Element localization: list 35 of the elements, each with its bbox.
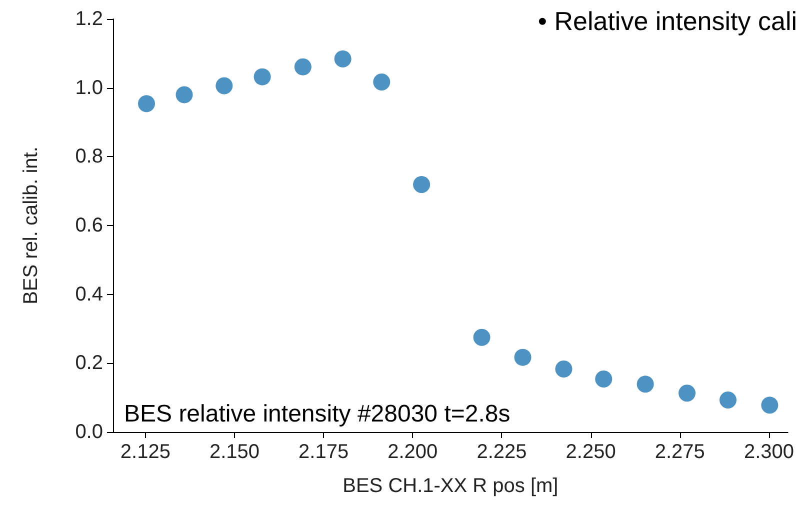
x-tick-label: 2.275 <box>654 441 705 463</box>
x-tick-label: 2.200 <box>388 441 438 463</box>
point <box>294 58 312 76</box>
point <box>473 328 490 346</box>
x-tick-label: 2.175 <box>298 441 349 463</box>
x-tick-label: 2.225 <box>476 441 527 463</box>
point <box>595 370 612 388</box>
x-tick-label: 2.300 <box>744 441 794 463</box>
y-tick-label: 0.0 <box>75 421 103 443</box>
point <box>761 396 778 414</box>
point <box>413 176 430 194</box>
y-tick-label: 0.4 <box>75 283 103 306</box>
y-axis-title: BES rel. calib. int. <box>20 146 42 304</box>
point <box>176 86 193 104</box>
x-tick-label: 2.125 <box>120 441 170 463</box>
point <box>678 384 696 402</box>
point <box>254 68 271 86</box>
y-tick-label: 1.0 <box>75 76 103 99</box>
point <box>555 360 572 378</box>
y-tick-label: 0.8 <box>75 146 103 168</box>
y-tick-label: 1.2 <box>75 8 103 30</box>
x-axis-title: BES CH.1-XX R pos [m] <box>342 475 558 497</box>
annotation: BES relative intensity #28030 t=2.8s <box>124 400 510 428</box>
y-tick-label: 0.2 <box>75 352 103 374</box>
x-tick-label: 2.150 <box>209 441 260 463</box>
annotation: • Relative intensity cali <box>538 6 798 36</box>
point <box>636 376 654 393</box>
point <box>216 77 233 94</box>
point <box>514 348 532 366</box>
point <box>138 95 155 112</box>
x-tick-label: 2.250 <box>566 441 616 463</box>
y-tick-label: 0.6 <box>75 214 103 236</box>
point <box>373 73 390 90</box>
point <box>720 391 736 408</box>
point <box>334 50 352 68</box>
